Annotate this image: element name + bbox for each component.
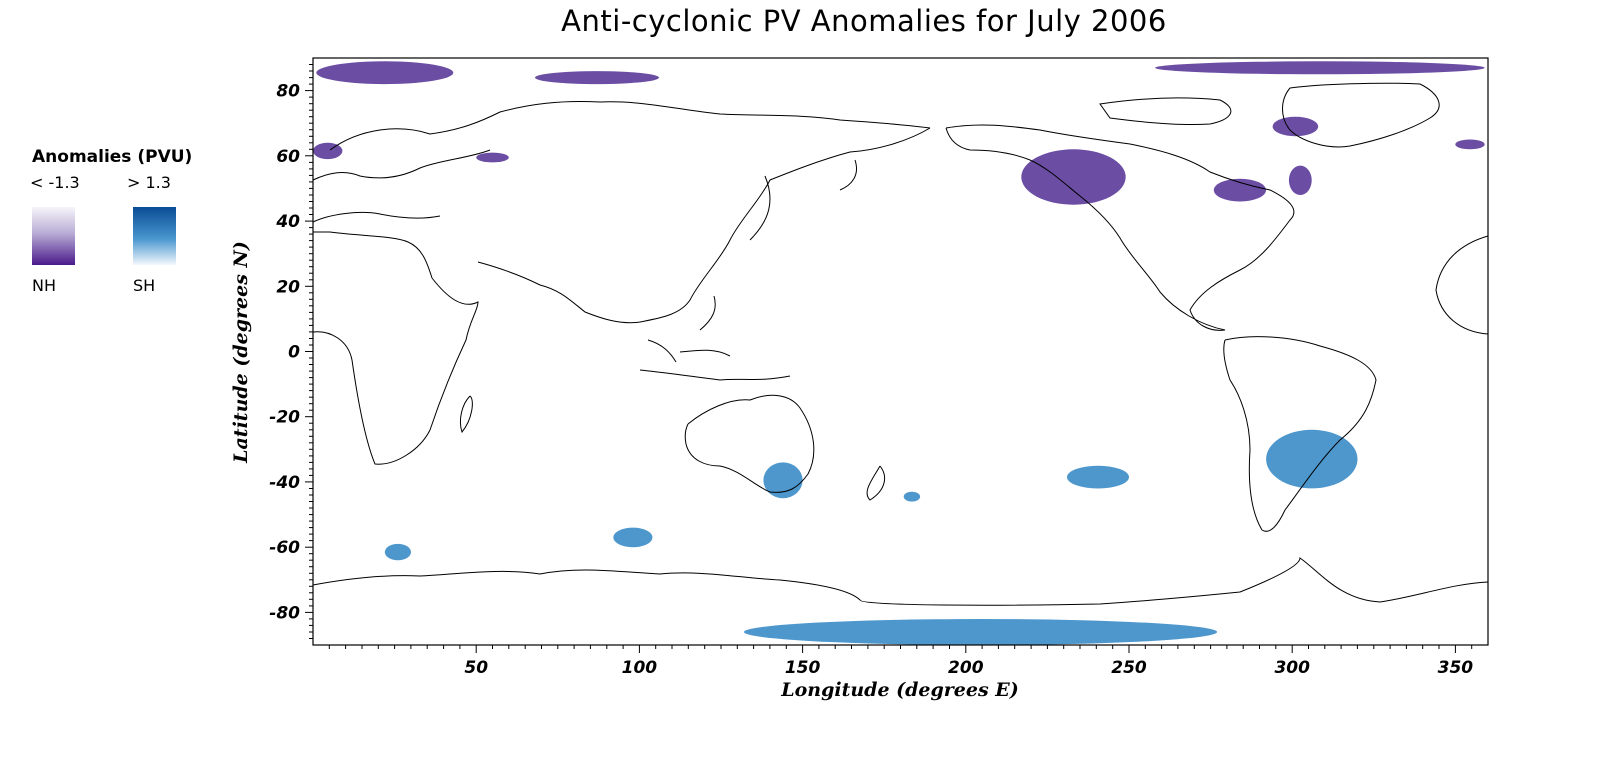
coastline-canada-islands bbox=[1099, 97, 1232, 126]
legend-sh-colorbar bbox=[133, 207, 176, 265]
legend-sh-label: SH bbox=[133, 276, 156, 295]
x-tick-label: 100 bbox=[622, 658, 658, 678]
sh-anomaly-southeast-australia bbox=[763, 462, 803, 499]
legend-nh-label: NH bbox=[32, 276, 56, 295]
nh-anomaly-greenland-east bbox=[1455, 139, 1485, 150]
coastline-madagascar bbox=[459, 395, 473, 434]
coastline-australia bbox=[684, 394, 815, 493]
nh-anomaly-ural bbox=[476, 152, 509, 163]
nh-anomaly-arctic-west bbox=[316, 61, 454, 85]
nh-anomaly-baffin bbox=[1272, 116, 1319, 137]
coastline-indonesia bbox=[639, 295, 791, 381]
sh-anomaly-antarctic bbox=[743, 619, 1218, 645]
coastline-antarctica bbox=[312, 557, 1489, 606]
coastline-asia-east bbox=[477, 127, 931, 324]
nh-anomaly-alaska-gulf bbox=[1021, 149, 1126, 205]
sh-anomaly-south-america bbox=[1266, 429, 1358, 489]
x-axis-label: Longitude (degrees E) bbox=[780, 679, 1019, 701]
coastline-south-america bbox=[1223, 336, 1377, 532]
legend-sh-threshold: > 1.3 bbox=[127, 173, 171, 192]
y-tick-label: -60 bbox=[269, 538, 300, 558]
coastline-new-zealand bbox=[866, 465, 886, 501]
y-tick-label: 40 bbox=[275, 212, 300, 232]
y-tick-label: 0 bbox=[288, 343, 300, 363]
x-tick-label: 300 bbox=[1274, 658, 1310, 678]
y-tick-label: 80 bbox=[276, 82, 300, 102]
sh-anomaly-tasman-east bbox=[903, 491, 921, 502]
legend-nh-colorbar bbox=[32, 207, 75, 265]
y-tick-label: -20 bbox=[269, 408, 300, 428]
sh-anomaly-south-atlantic bbox=[384, 543, 411, 561]
nh-anomaly-labrador bbox=[1288, 165, 1312, 195]
coastline-eurasia-north bbox=[329, 100, 931, 151]
nh-anomaly-hudson bbox=[1213, 178, 1266, 202]
x-tick-label: 350 bbox=[1438, 658, 1474, 678]
legend-title: Anomalies (PVU) bbox=[32, 147, 193, 167]
y-tick-label: -40 bbox=[269, 473, 300, 493]
page-title: Anti-cyclonic PV Anomalies for July 2006 bbox=[561, 4, 1167, 38]
y-tick-label: 60 bbox=[276, 147, 300, 167]
nh-anomaly-arctic-east bbox=[1155, 61, 1485, 75]
y-tick-label: 20 bbox=[276, 277, 300, 297]
sh-anomaly-southern-indian bbox=[613, 527, 653, 548]
x-tick-label: 200 bbox=[948, 658, 984, 678]
coastline-greenland bbox=[1282, 82, 1440, 148]
coastline-north-america bbox=[945, 124, 1295, 331]
x-tick-label: 50 bbox=[464, 658, 488, 678]
nh-anomaly-siberia-north bbox=[535, 71, 659, 85]
plot-frame bbox=[312, 57, 1489, 646]
coastline-europe bbox=[312, 149, 491, 223]
y-tick-label: -80 bbox=[269, 603, 300, 623]
sh-anomaly-south-pacific bbox=[1067, 465, 1129, 489]
coastline-kamchatka bbox=[839, 159, 857, 191]
x-tick-label: 250 bbox=[1111, 658, 1147, 678]
legend-nh-threshold: < -1.3 bbox=[30, 173, 80, 192]
y-axis-label: Latitude (degrees N) bbox=[230, 241, 252, 464]
coastline-japan bbox=[749, 175, 771, 241]
x-tick-label: 150 bbox=[785, 658, 821, 678]
coastline-west-africa-edge bbox=[1435, 235, 1489, 335]
coastline-africa bbox=[312, 231, 479, 465]
